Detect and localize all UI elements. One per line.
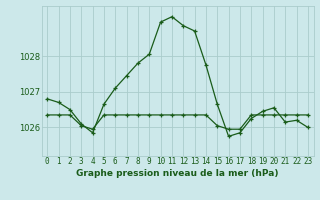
X-axis label: Graphe pression niveau de la mer (hPa): Graphe pression niveau de la mer (hPa) <box>76 169 279 178</box>
